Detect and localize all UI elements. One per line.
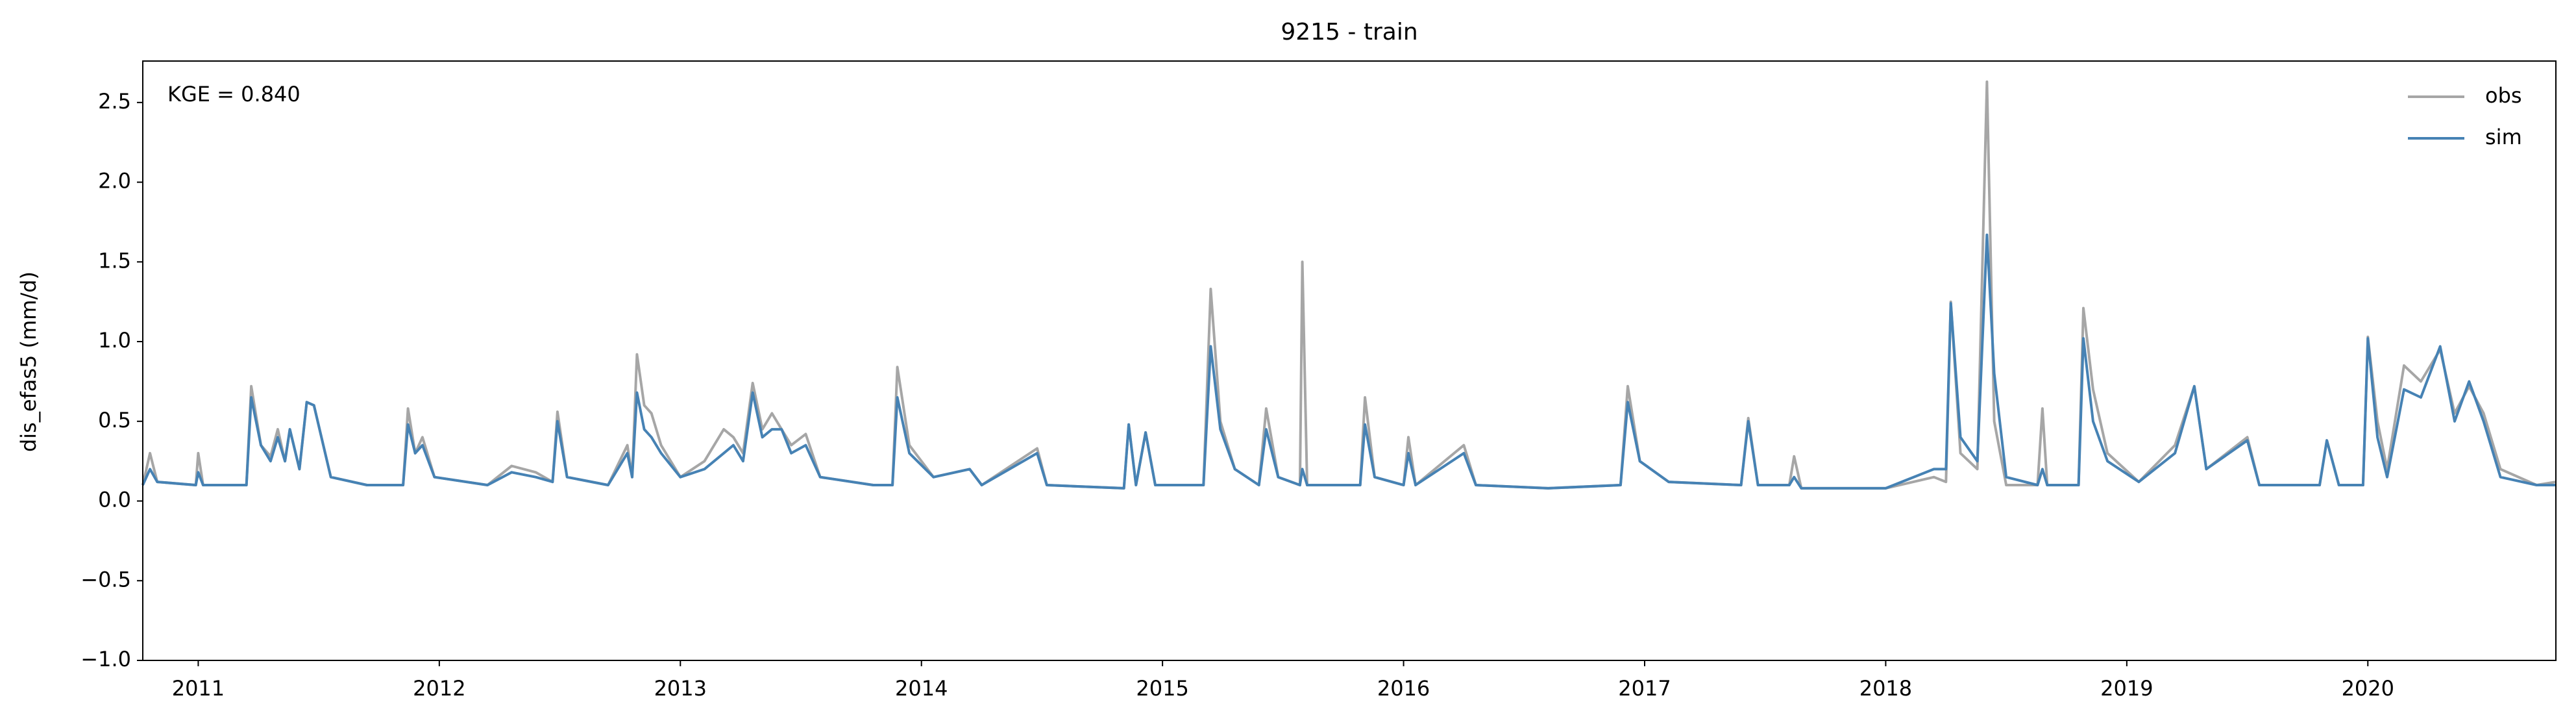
x-tick-label: 2018	[1859, 676, 1912, 701]
legend-label: obs	[2485, 83, 2522, 108]
x-tick-label: 2016	[1377, 676, 1430, 701]
y-axis-label: dis_efas5 (mm/d)	[16, 271, 41, 452]
x-tick-label: 2012	[413, 676, 465, 701]
y-tick-label: −1.0	[80, 647, 131, 671]
x-tick-label: 2019	[2100, 676, 2153, 701]
y-tick-label: 2.5	[98, 89, 131, 114]
x-tick-label: 2011	[172, 676, 225, 701]
x-tick-label: 2014	[895, 676, 948, 701]
plot-frame	[142, 60, 2557, 661]
y-tick-label: 0.5	[98, 408, 131, 432]
y-tick-label: 2.0	[98, 169, 131, 194]
series-line	[141, 80, 2557, 490]
x-tick-label: 2015	[1136, 676, 1188, 701]
x-tick-label: 2017	[1618, 676, 1671, 701]
chart-title: 9215 - train	[1281, 19, 1417, 45]
x-tick-label: 2020	[2342, 676, 2394, 701]
annotation: KGE = 0.840	[167, 82, 301, 106]
y-tick-label: −0.5	[80, 567, 131, 592]
legend-label: sim	[2485, 125, 2522, 149]
x-tick-label: 2013	[654, 676, 707, 701]
y-tick-label: 1.0	[98, 328, 131, 353]
y-tick-label: 1.5	[98, 248, 131, 273]
series-line	[141, 233, 2556, 490]
y-tick-label: 0.0	[98, 488, 131, 512]
